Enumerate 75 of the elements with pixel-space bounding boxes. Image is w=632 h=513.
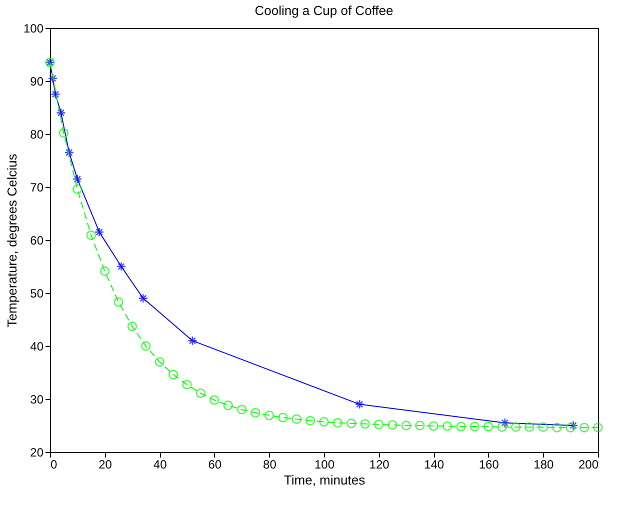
point <box>72 184 82 194</box>
point <box>579 422 590 432</box>
point <box>182 380 192 390</box>
x-tick-label: 100 <box>314 458 335 472</box>
y-axis-title: Temperature, degrees Celcius <box>4 153 20 328</box>
point <box>94 227 104 237</box>
point <box>374 420 384 430</box>
point <box>360 419 370 429</box>
x-tick-label: 40 <box>153 458 168 472</box>
point <box>568 420 578 430</box>
y-tick-label: 60 <box>30 234 44 248</box>
point <box>250 408 260 418</box>
point <box>50 89 60 100</box>
x-tick-label: 200 <box>578 458 599 472</box>
x-tick-label: 20 <box>98 458 112 472</box>
point <box>168 370 178 380</box>
point <box>552 422 562 432</box>
y-tick-label: 80 <box>30 128 44 142</box>
point <box>319 416 329 427</box>
point <box>64 148 74 158</box>
point <box>415 420 425 430</box>
x-axis-title: Time, minutes <box>284 472 366 488</box>
point <box>566 422 576 432</box>
point <box>332 418 343 428</box>
point <box>114 297 124 307</box>
point <box>538 422 548 432</box>
point <box>154 357 164 367</box>
point <box>500 418 510 428</box>
x-tick-label: 0 <box>50 458 58 472</box>
point <box>196 388 206 398</box>
point <box>138 293 148 304</box>
point <box>278 412 288 422</box>
point <box>484 422 494 432</box>
y-tick-label: 70 <box>30 180 44 194</box>
point <box>401 420 412 430</box>
x-tick-label: 120 <box>369 458 390 472</box>
y-tick-label: 20 <box>30 446 44 460</box>
point <box>141 341 151 351</box>
point <box>210 395 220 405</box>
point <box>127 322 138 332</box>
x-tick-label: 80 <box>263 458 277 472</box>
point <box>188 336 198 346</box>
point <box>116 262 126 272</box>
y-tick-label: 90 <box>30 74 44 88</box>
point <box>388 420 398 430</box>
x-tick-label: 140 <box>424 458 444 472</box>
point <box>48 74 58 84</box>
x-tick-label: 60 <box>208 458 222 472</box>
point <box>58 128 69 138</box>
point <box>524 422 534 432</box>
point <box>470 422 480 432</box>
x-tick-label: 180 <box>534 458 554 472</box>
point <box>510 422 521 432</box>
point <box>456 422 466 432</box>
y-tick-label: 50 <box>30 286 44 300</box>
point <box>292 414 302 424</box>
y-tick-label: 40 <box>30 340 44 354</box>
point <box>346 418 356 428</box>
point <box>236 404 247 414</box>
point <box>428 421 438 431</box>
chart-title: Cooling a Cup of Coffee <box>254 3 394 18</box>
y-tick-label: 30 <box>30 392 44 406</box>
point <box>305 416 316 426</box>
point <box>264 410 274 420</box>
point <box>442 421 452 431</box>
point <box>497 422 507 432</box>
point <box>354 399 364 410</box>
y-tick-label: 100 <box>23 22 44 36</box>
point <box>223 400 233 410</box>
point <box>72 174 82 184</box>
point <box>56 108 66 118</box>
point <box>100 266 110 276</box>
point <box>86 230 96 240</box>
x-tick-label: 160 <box>478 458 500 472</box>
point <box>593 422 603 432</box>
